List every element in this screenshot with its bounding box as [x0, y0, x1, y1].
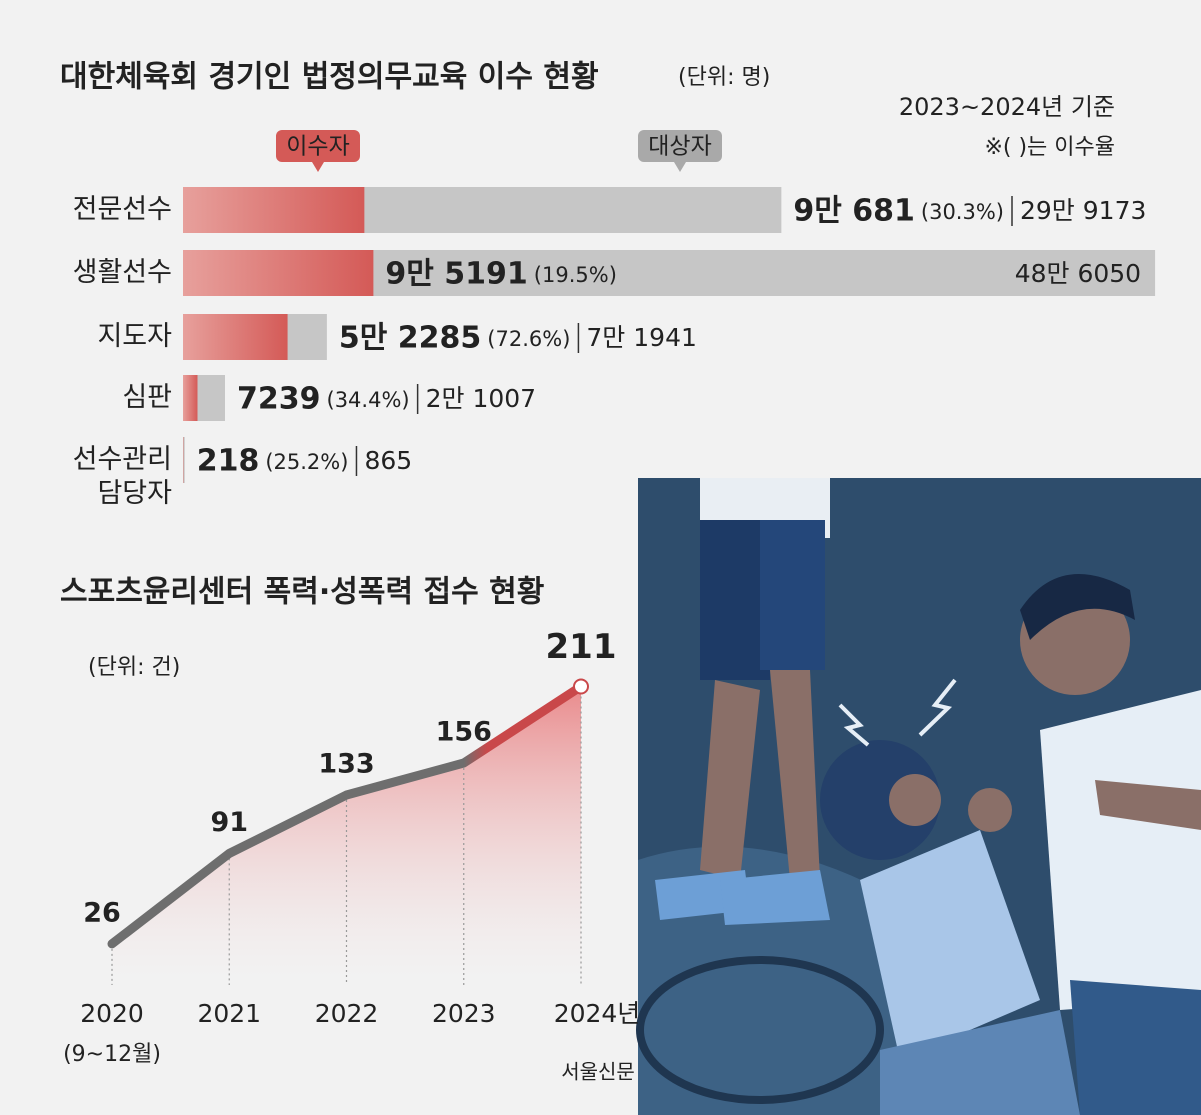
legend-label: 대상자 [648, 134, 711, 160]
completed-label: 218 [197, 444, 260, 479]
x-tick-label: 2020 [80, 999, 144, 1028]
unit-label: (단위: 건) [88, 655, 180, 680]
completed-bar [183, 250, 374, 296]
x-tick-label: 2024년 [554, 999, 641, 1028]
legend-pointer [674, 162, 686, 172]
data-label: 156 [436, 717, 492, 748]
note: 2023~2024년 기준 [899, 93, 1115, 121]
category-label: 심판 [122, 382, 172, 413]
category-label: 선수관리 담당자 [72, 444, 172, 509]
x-note: (9~12월) [63, 1042, 161, 1067]
rate-label: (19.5%) [534, 263, 617, 287]
target-label: 7만 1941 [586, 323, 696, 352]
completed-bar [183, 314, 288, 360]
legend-tag [638, 130, 722, 162]
x-tick-label: 2021 [197, 999, 261, 1028]
completed-label: 9만 5191 [385, 257, 527, 292]
note: ※( )는 이수율 [984, 135, 1115, 160]
data-label: 26 [83, 897, 121, 928]
category-label: 지도자 [97, 321, 172, 352]
line [107, 682, 586, 949]
end-marker [573, 678, 589, 695]
completed-label: 5만 2285 [339, 321, 481, 356]
watermark: 서울신문 [561, 1060, 635, 1084]
x-tick-label: 2023 [432, 999, 496, 1028]
target-label: 865 [364, 446, 412, 475]
target-label: 2만 1007 [426, 384, 536, 413]
completed-label: 9만 681 [793, 194, 915, 229]
completed-bar [183, 375, 198, 421]
x-tick-label: 2022 [315, 999, 379, 1028]
rate-label: (30.3%) [921, 200, 1004, 224]
area [112, 686, 581, 980]
target-bar [183, 437, 185, 483]
illustration [636, 478, 1201, 1115]
target-label: 48만 6050 [1015, 259, 1141, 288]
legend-tag [276, 130, 360, 162]
legend-label: 이수자 [286, 134, 349, 160]
completed-label: 7239 [237, 382, 321, 417]
completed-bar [183, 187, 365, 233]
data-label: 211 [546, 627, 617, 667]
rate-label: (72.6%) [487, 327, 570, 351]
chart-title: 스포츠윤리센터 폭력·성폭력 접수 현황 [60, 575, 544, 610]
data-label: 133 [318, 749, 374, 780]
chart-title: 대한체육회 경기인 법정의무교육 이수 현황 [60, 60, 599, 95]
category-label: 전문선수 [72, 194, 172, 225]
legend-pointer [312, 162, 324, 172]
rate-label: (34.4%) [327, 388, 410, 412]
rate-label: (25.2%) [265, 450, 348, 474]
category-label: 생활선수 [72, 257, 172, 288]
unit-label: (단위: 명) [678, 65, 770, 90]
target-label: 29만 9173 [1020, 196, 1146, 225]
data-label: 91 [210, 807, 248, 838]
